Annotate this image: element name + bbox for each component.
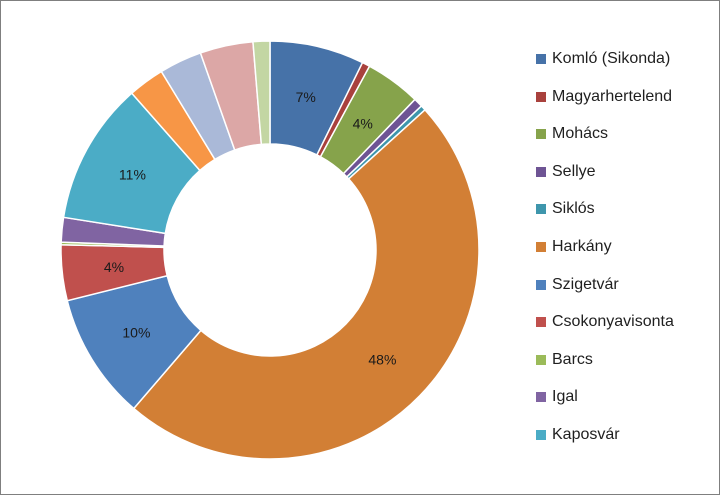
slice-harkany [132, 108, 480, 460]
slice-nagyatad [252, 40, 271, 146]
legend-swatch [536, 354, 546, 365]
legend-label: Komló (Sikonda) [552, 50, 671, 67]
legend-item-harkany: Harkány [536, 237, 716, 275]
legend-label: Magyarhertelend [552, 87, 673, 105]
legend-label: Csokonyavisonta [552, 313, 674, 331]
legend-label: Barcs [552, 350, 593, 368]
data-label-komlo-sikonda: 7% [296, 89, 316, 105]
legend-swatch [536, 54, 546, 64]
legend-swatch [536, 279, 546, 290]
legend-swatch [536, 392, 546, 403]
legend-swatch [536, 317, 546, 328]
legend-label: Siklós [552, 200, 595, 218]
legend: Komló (Sikonda) Magyarhertelend Mohács Sell… [536, 49, 716, 463]
legend-item-igal: Igal [536, 387, 716, 425]
legend-item-szigetvar: Szigetvár [536, 275, 716, 313]
legend-swatch [536, 204, 546, 215]
legend-item-csokonyavisonta: Csokonyavisonta [536, 312, 716, 350]
donut-slices [60, 40, 480, 460]
data-label-szigetvar: 10% [122, 324, 150, 340]
data-label-kaposvar: 11% [119, 166, 146, 182]
legend-label: Kaposvár [552, 425, 620, 443]
legend-item-sellye: Sellye [536, 162, 716, 200]
legend-label: Mohács [552, 125, 609, 143]
legend-swatch [536, 241, 546, 252]
legend-item-barcs: Barcs [536, 350, 716, 388]
legend-item-mohacs: Mohács [536, 124, 716, 162]
legend-item-kaposvar: Kaposvár [536, 425, 716, 463]
legend-item-siklos: Siklós [536, 199, 716, 237]
data-labels: 7% 4% 48% 10% 4% 11% [104, 89, 397, 368]
legend-item-komlo-sikonda: Komló (Sikonda) [536, 49, 716, 87]
legend-swatch [536, 91, 546, 102]
legend-label: Igal [552, 388, 578, 406]
legend-label: Sellye [552, 162, 596, 180]
legend-swatch [536, 166, 546, 177]
data-label-csokonyavisonta: 4% [104, 259, 124, 275]
legend-label: Szigetvár [552, 275, 619, 293]
data-label-mohacs: 4% [353, 115, 373, 131]
legend-swatch [536, 429, 546, 440]
data-label-harkany: 48% [368, 352, 396, 368]
legend-swatch [536, 129, 546, 140]
legend-label: Harkány [552, 237, 612, 255]
legend-item-magyarhertelend: Magyarhertelend [536, 87, 716, 125]
